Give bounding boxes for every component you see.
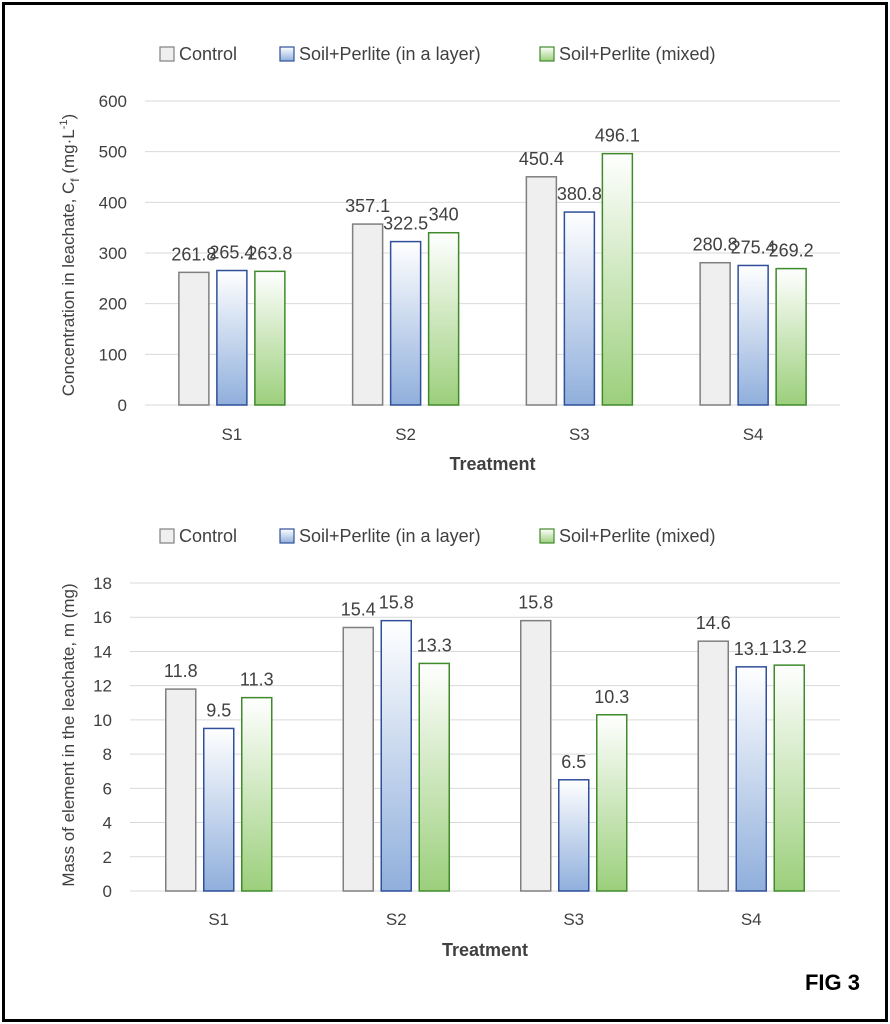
legend-label: Soil+Perlite (mixed) xyxy=(559,526,716,546)
data-label: 13.3 xyxy=(417,635,452,655)
y-tick-label: 4 xyxy=(103,814,112,833)
y-tick-label: 8 xyxy=(103,745,112,764)
legend-swatch xyxy=(279,46,295,62)
mixed-bar xyxy=(773,664,805,892)
legend-label: Soil+Perlite (mixed) xyxy=(559,44,716,64)
x-tick-label: S3 xyxy=(563,910,584,929)
legend-label: Control xyxy=(179,44,237,64)
control-bar xyxy=(178,271,210,406)
x-tick-label: S4 xyxy=(741,910,762,929)
legend-label: Soil+Perlite (in a layer) xyxy=(299,44,481,64)
y-tick-label: 300 xyxy=(99,244,127,263)
data-label: 265.4 xyxy=(209,243,254,263)
mixed-bar xyxy=(601,152,634,406)
y-tick-label: 0 xyxy=(103,882,112,901)
legend-swatch xyxy=(539,528,555,544)
data-label: 322.5 xyxy=(383,214,428,234)
layer-bar xyxy=(380,619,412,892)
mixed-bar xyxy=(596,714,628,892)
y-tick-label: 200 xyxy=(99,295,127,314)
y-tick-label: 2 xyxy=(103,848,112,867)
layer-bar xyxy=(203,727,235,892)
data-label: 10.3 xyxy=(594,687,629,707)
layer-bar xyxy=(216,269,248,406)
data-label: 6.5 xyxy=(561,752,586,772)
control-bar xyxy=(520,619,552,892)
figure-label: FIG 3 xyxy=(804,970,860,995)
control-bar xyxy=(525,176,558,406)
y-tick-label: 500 xyxy=(99,143,127,162)
control-bar xyxy=(697,640,729,892)
layer-bar xyxy=(737,264,769,406)
legend-swatch xyxy=(159,46,175,62)
data-label: 269.2 xyxy=(769,241,814,261)
data-label: 357.1 xyxy=(345,196,390,216)
control-bar xyxy=(342,626,374,892)
mixed-bar xyxy=(775,267,807,406)
x-tick-label: S2 xyxy=(395,425,416,444)
data-label: 380.8 xyxy=(557,184,602,204)
layer-bar xyxy=(389,240,422,406)
y-axis-title: Concentration in leachate, Cf (mg·L-1) xyxy=(58,114,82,396)
data-label: 261.8 xyxy=(171,244,216,264)
y-tick-label: 400 xyxy=(99,193,127,212)
data-label: 450.4 xyxy=(519,149,564,169)
data-label: 15.8 xyxy=(518,593,553,613)
control-bar xyxy=(351,223,384,406)
x-axis-title: Treatment xyxy=(442,940,528,960)
y-tick-label: 14 xyxy=(93,642,112,661)
x-tick-label: S2 xyxy=(386,910,407,929)
layer-bar xyxy=(563,211,596,406)
mixed-bar xyxy=(427,231,460,406)
y-tick-label: 6 xyxy=(103,779,112,798)
data-label: 15.8 xyxy=(379,593,414,613)
mixed-bar xyxy=(241,696,273,892)
x-axis-title: Treatment xyxy=(449,454,535,474)
layer-bar xyxy=(558,779,590,892)
y-axis-title: Mass of element in the leachate, m (mg) xyxy=(59,583,78,886)
x-tick-label: S1 xyxy=(221,425,242,444)
data-label: 496.1 xyxy=(595,126,640,146)
data-label: 275.4 xyxy=(731,237,776,257)
data-label: 9.5 xyxy=(206,700,231,720)
data-label: 13.2 xyxy=(772,637,807,657)
legend-label: Soil+Perlite (in a layer) xyxy=(299,526,481,546)
y-tick-label: 16 xyxy=(93,608,112,627)
mixed-bar xyxy=(254,270,286,406)
y-tick-label: 12 xyxy=(93,677,112,696)
layer-bar xyxy=(735,666,767,892)
y-tick-label: 18 xyxy=(93,574,112,593)
y-tick-label: 600 xyxy=(99,92,127,111)
data-label: 11.8 xyxy=(164,661,198,681)
legend-swatch xyxy=(539,46,555,62)
data-label: 280.8 xyxy=(693,235,738,255)
data-label: 11.3 xyxy=(240,670,274,690)
y-tick-label: 0 xyxy=(118,396,127,415)
control-bar xyxy=(165,688,197,892)
legend-swatch xyxy=(279,528,295,544)
data-label: 14.6 xyxy=(696,613,731,633)
x-tick-label: S3 xyxy=(569,425,590,444)
data-label: 340 xyxy=(429,205,459,225)
control-bar xyxy=(699,261,731,406)
mixed-bar xyxy=(418,662,450,892)
y-tick-label: 10 xyxy=(93,711,112,730)
y-tick-label: 100 xyxy=(99,345,127,364)
legend-swatch xyxy=(159,528,175,544)
x-tick-label: S1 xyxy=(208,910,229,929)
legend-label: Control xyxy=(179,526,237,546)
data-label: 15.4 xyxy=(341,599,376,619)
data-label: 13.1 xyxy=(734,639,769,659)
x-tick-label: S4 xyxy=(743,425,764,444)
data-label: 263.8 xyxy=(247,243,292,263)
